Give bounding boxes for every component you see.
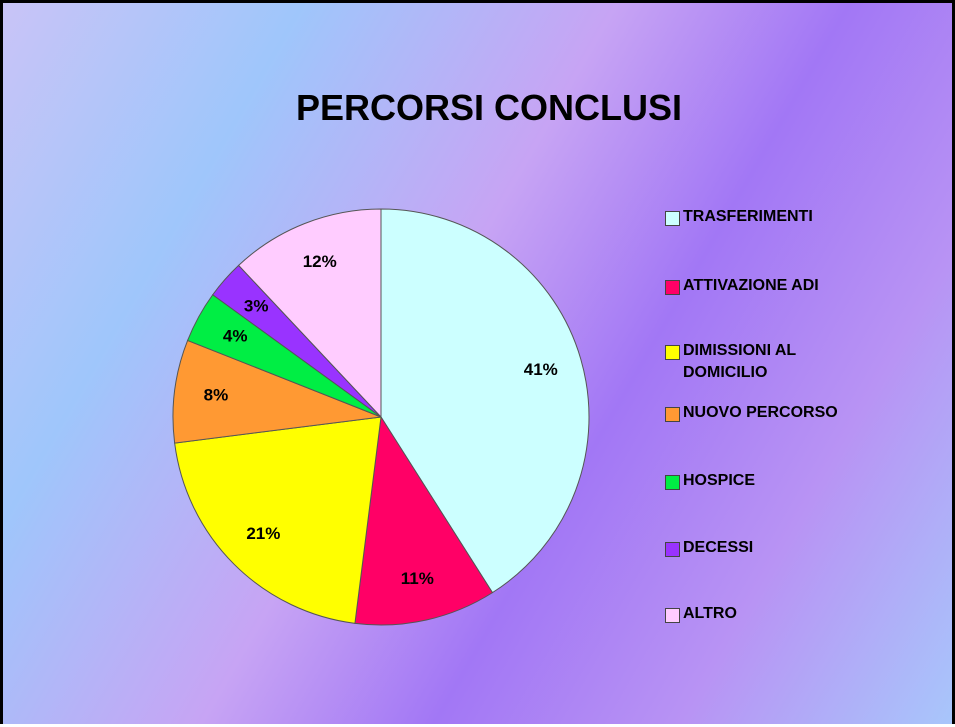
chart: PERCORSI CONCLUSI 41% 11% 21% 8% 4% 3% 12% [172,87,682,626]
legend-swatch [665,542,680,557]
legend-label: DECESSI [683,539,754,556]
legend-entry: ALTRO [665,605,863,625]
pie-slice [380,208,590,594]
legend-label: NUOVO PERCORSO [683,404,838,421]
chart-title: PERCORSI CONCLUSI [296,87,682,128]
legend-swatch [665,475,680,490]
legend-swatch [665,407,680,422]
legend-entry: NUOVO PERCORSO [665,404,863,424]
pie-slice [354,415,494,626]
legend-swatch [665,608,680,623]
data-label: 12% [303,252,337,271]
legend-label: DIMISSIONI AL DOMICILIO [683,342,796,381]
legend-label: HOSPICE [683,472,756,489]
legend-label: ATTIVAZIONE ADI [683,277,819,294]
legend-swatch [665,211,680,226]
pie-slice [237,208,382,419]
legend-label: ALTRO [683,605,737,622]
data-label: 3% [244,296,269,315]
legend-entry: HOSPICE [665,472,863,492]
data-label: 4% [223,326,248,345]
legend-entry: DECESSI [665,539,863,559]
pie-slice [172,339,382,444]
data-label: 11% [401,569,434,588]
legend-entry: DIMISSIONI AL DOMICILIO [665,342,863,384]
legend-swatch [665,280,680,295]
data-label: 21% [246,524,280,543]
legend-entry: TRASFERIMENTI [665,208,863,228]
data-label: 41% [524,360,558,379]
legend-label: TRASFERIMENTI [683,208,813,225]
data-label: 8% [204,386,229,405]
pie-slice [174,416,382,624]
legend-entry: ATTIVAZIONE ADI [665,277,863,297]
legend-swatch [665,345,680,360]
